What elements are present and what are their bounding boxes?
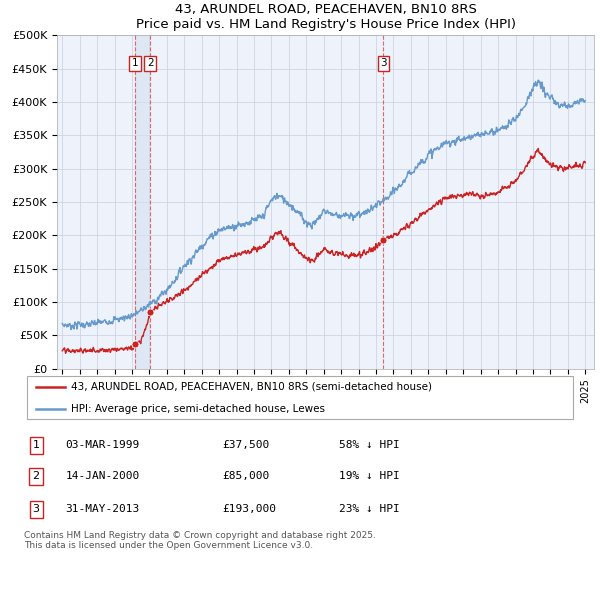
Text: 1: 1	[32, 441, 40, 450]
Title: 43, ARUNDEL ROAD, PEACEHAVEN, BN10 8RS
Price paid vs. HM Land Registry's House P: 43, ARUNDEL ROAD, PEACEHAVEN, BN10 8RS P…	[136, 4, 515, 31]
Text: 2: 2	[147, 58, 154, 68]
Text: 58% ↓ HPI: 58% ↓ HPI	[338, 441, 400, 450]
Text: £37,500: £37,500	[223, 441, 270, 450]
Text: 1: 1	[131, 58, 138, 68]
FancyBboxPatch shape	[27, 376, 573, 419]
Text: 3: 3	[32, 504, 40, 514]
Text: 23% ↓ HPI: 23% ↓ HPI	[338, 504, 400, 514]
Text: £193,000: £193,000	[223, 504, 277, 514]
Text: HPI: Average price, semi-detached house, Lewes: HPI: Average price, semi-detached house,…	[71, 404, 325, 414]
Text: £85,000: £85,000	[223, 471, 270, 481]
Text: 03-MAR-1999: 03-MAR-1999	[65, 441, 140, 450]
Text: 3: 3	[380, 58, 386, 68]
Text: Contains HM Land Registry data © Crown copyright and database right 2025.
This d: Contains HM Land Registry data © Crown c…	[24, 531, 376, 550]
Text: 2: 2	[32, 471, 40, 481]
Text: 14-JAN-2000: 14-JAN-2000	[65, 471, 140, 481]
Text: 31-MAY-2013: 31-MAY-2013	[65, 504, 140, 514]
Text: 43, ARUNDEL ROAD, PEACEHAVEN, BN10 8RS (semi-detached house): 43, ARUNDEL ROAD, PEACEHAVEN, BN10 8RS (…	[71, 382, 432, 392]
Bar	[135, 35, 150, 369]
Text: 19% ↓ HPI: 19% ↓ HPI	[338, 471, 400, 481]
